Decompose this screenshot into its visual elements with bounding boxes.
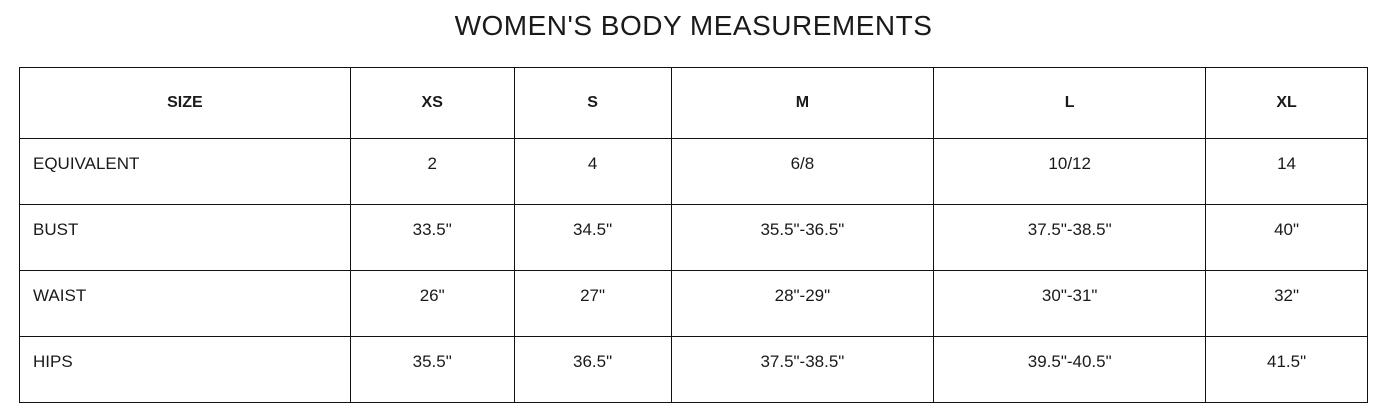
column-header: XS	[349, 67, 515, 139]
table-cell: 34.5"	[513, 204, 672, 271]
column-header: L	[933, 67, 1207, 139]
table-cell: 37.5"-38.5"	[670, 336, 935, 403]
table-cell: 26"	[349, 270, 515, 337]
table-cell: 2	[349, 138, 515, 205]
table-cell: 32"	[1205, 270, 1368, 337]
size-chart-table: SIZE XS S M L XL EQUIVALENT 2 4 6/8 10/12 14 BUST 33…	[19, 67, 1368, 403]
table-cell: 14	[1205, 138, 1368, 205]
table-cell: 35.5"-36.5"	[670, 204, 935, 271]
table-cell: 40"	[1205, 204, 1368, 271]
table-row: WAIST 26" 27" 28"-29" 30"-31" 32"	[19, 270, 1368, 337]
column-header: SIZE	[19, 67, 351, 139]
column-header: M	[670, 67, 935, 139]
row-label: EQUIVALENT	[19, 138, 351, 205]
table-row: HIPS 35.5" 36.5" 37.5"-38.5" 39.5"-40.5" 41.5…	[19, 336, 1368, 403]
column-header: XL	[1205, 67, 1368, 139]
table-cell: 37.5"-38.5"	[933, 204, 1207, 271]
table-cell: 4	[513, 138, 672, 205]
table-cell: 39.5"-40.5"	[933, 336, 1207, 403]
table-cell: 36.5"	[513, 336, 672, 403]
row-label: HIPS	[19, 336, 351, 403]
table-cell: 28"-29"	[670, 270, 935, 337]
table-cell: 35.5"	[349, 336, 515, 403]
table-row: BUST 33.5" 34.5" 35.5"-36.5" 37.5"-38.5" 40"	[19, 204, 1368, 271]
table-cell: 10/12	[933, 138, 1207, 205]
table-cell: 30"-31"	[933, 270, 1207, 337]
row-label: BUST	[19, 204, 351, 271]
header-row: SIZE XS S M L XL	[19, 67, 1368, 139]
row-label: WAIST	[19, 270, 351, 337]
table-cell: 33.5"	[349, 204, 515, 271]
column-header: S	[513, 67, 672, 139]
table-row: EQUIVALENT 2 4 6/8 10/12 14	[19, 138, 1368, 205]
table-cell: 6/8	[670, 138, 935, 205]
page-title: WOMEN'S BODY MEASUREMENTS	[454, 10, 933, 41]
table-cell: 41.5"	[1205, 336, 1368, 403]
table-cell: 27"	[513, 270, 672, 337]
